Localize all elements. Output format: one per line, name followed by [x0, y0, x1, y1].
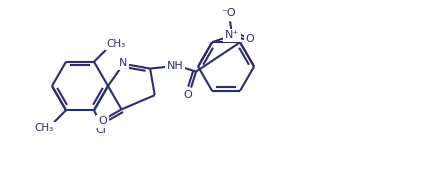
Text: ⁻O: ⁻O [221, 8, 235, 18]
Text: Cl: Cl [95, 125, 107, 135]
Text: NH: NH [167, 61, 184, 70]
Text: CH₃: CH₃ [34, 123, 54, 133]
Text: N⁺: N⁺ [225, 30, 239, 40]
Text: O: O [98, 116, 107, 126]
Text: CH₃: CH₃ [106, 39, 126, 49]
Text: O: O [184, 89, 193, 100]
Text: N: N [119, 58, 128, 68]
Text: O: O [246, 34, 255, 44]
